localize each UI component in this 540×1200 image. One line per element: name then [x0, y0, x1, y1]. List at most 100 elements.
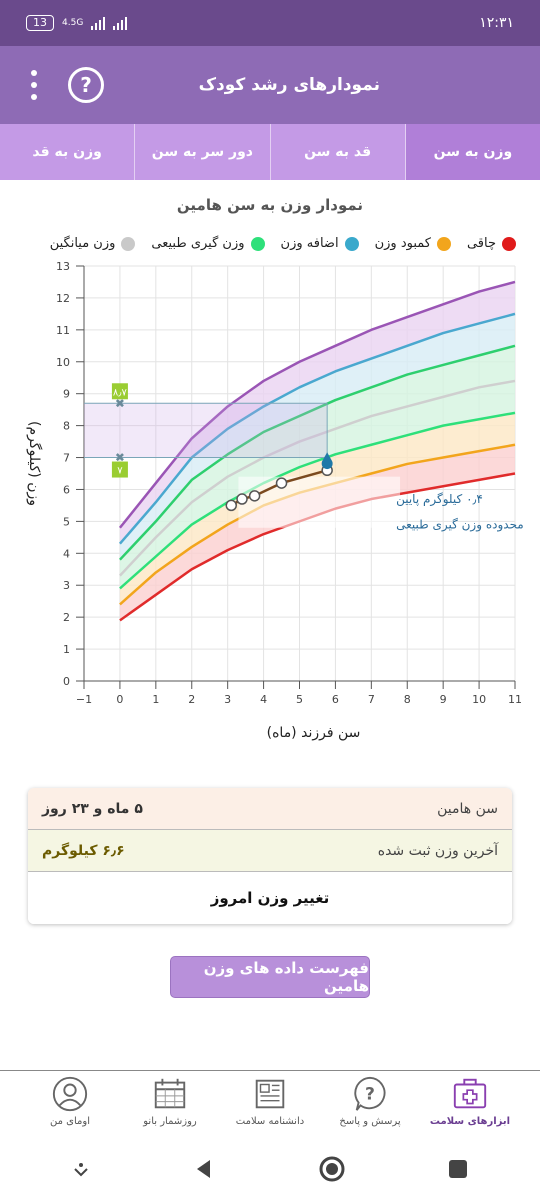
curve-sd0	[119, 379, 516, 577]
chart-legend: چاقی کمبود وزن اضافه وزن وزن گیری طبیعی …	[50, 236, 516, 251]
change-weight-button[interactable]: تغییر وزن امروز	[28, 872, 512, 924]
signal-icon	[91, 16, 106, 30]
tab-weight-for-height[interactable]: وزن به قد	[0, 124, 136, 180]
curve-sd1	[119, 344, 516, 561]
nav-profile-label: اومای من	[50, 1116, 90, 1127]
x-tick-label: 2	[188, 693, 195, 706]
x-tick-label: 6	[332, 693, 339, 706]
x-tick-label: 8	[404, 693, 411, 706]
nav-encyclopedia[interactable]: دانشنامه سلامت	[225, 1075, 315, 1127]
nav-qa-label: پرسش و پاسخ	[339, 1116, 401, 1127]
x-tick-label: 3	[224, 693, 231, 706]
y-tick-label: 5	[63, 515, 70, 528]
child-weight-point	[236, 493, 248, 505]
legend-normal: وزن گیری طبیعی	[151, 236, 265, 251]
legend-normal-label: وزن گیری طبیعی	[151, 236, 245, 251]
legend-average-label: وزن میانگین	[49, 236, 116, 251]
question-icon[interactable]: ?	[68, 67, 104, 103]
child-weight-point	[225, 499, 238, 512]
bottom-nav: اومای من روزشمار بانو دانشنامه سلامت ?	[0, 1070, 540, 1138]
reference-badge	[111, 461, 128, 478]
tab-height-for-age[interactable]: قد به سن	[271, 124, 406, 180]
nav-calendar[interactable]: روزشمار بانو	[125, 1075, 215, 1127]
curve-sd2	[118, 312, 516, 545]
page-title: نمودارهای رشد کودک	[198, 75, 380, 95]
legend-overweight-label: اضافه وزن	[280, 236, 339, 251]
curve-sdm1	[119, 411, 516, 590]
status-left: 13 4.5G	[26, 15, 128, 31]
y-tick-label: 2	[63, 611, 70, 624]
curve-sd3	[118, 280, 516, 529]
battery-indicator: 13	[26, 15, 54, 31]
x-tick-label: 1	[152, 693, 159, 706]
status-bar: 13 4.5G ۱۲:۳۱	[0, 0, 540, 46]
profile-icon	[52, 1076, 88, 1112]
target-range-box	[84, 403, 328, 458]
system-nav-bar	[0, 1138, 540, 1200]
tab-weight-for-age[interactable]: وزن به سن	[405, 124, 540, 180]
legend-obesity-dot	[502, 236, 516, 251]
annotation-box	[238, 476, 401, 528]
legend-underweight-dot	[436, 236, 451, 251]
legend-average: وزن میانگین	[50, 236, 136, 251]
calendar-icon	[154, 1078, 186, 1109]
reference-marker: ✖	[115, 396, 125, 410]
legend-obesity-label: چاقی	[466, 236, 496, 251]
reference-badge-label: ۸٫۷	[113, 387, 128, 398]
weight-label: آخرین وزن ثبت شده	[377, 842, 498, 859]
signal-icon-2	[113, 16, 128, 30]
age-row: سن هامین ۵ ماه و ۲۳ روز	[28, 788, 512, 830]
legend-obesity: چاقی	[467, 236, 516, 251]
y-tick-label: 1	[63, 643, 70, 656]
nav-profile[interactable]: اومای من	[25, 1075, 115, 1127]
back-icon[interactable]	[192, 1157, 216, 1181]
y-tick-label: 10	[56, 356, 70, 369]
annotation-line-2: محدوده وزن گیری طبیعی	[396, 518, 524, 533]
child-weight-point	[275, 477, 288, 489]
y-tick-label: 0	[63, 675, 70, 688]
reference-badge-label: ۷	[117, 466, 123, 477]
network-type: 4.5G	[62, 17, 84, 28]
band-sdm2	[119, 444, 516, 621]
nav-encyclopedia-label: دانشنامه سلامت	[235, 1116, 305, 1127]
tab-head-circumference[interactable]: دور سر به سن	[135, 124, 271, 180]
nav-qa[interactable]: ? پرسش و پاسخ	[325, 1075, 415, 1127]
y-axis-label: وزن (کیلوگرم)	[26, 421, 43, 506]
y-tick-label: 4	[63, 547, 70, 560]
home-icon[interactable]	[318, 1155, 346, 1183]
keyboard-hide-icon[interactable]	[71, 1159, 91, 1179]
health-kit-icon	[453, 1078, 487, 1109]
weight-row: آخرین وزن ثبت شده ۶٫۶ کیلوگرم	[28, 830, 512, 872]
more-vert-icon[interactable]	[24, 70, 44, 100]
x-axis-label: سن فرزند (ماه)	[267, 725, 361, 741]
nav-calendar-label: روزشمار بانو	[143, 1116, 197, 1127]
weight-list-button[interactable]: فهرست داده های وزن هامین	[170, 956, 370, 998]
band-sd0	[119, 380, 516, 589]
legend-underweight: کمبود وزن	[375, 236, 451, 251]
y-tick-label: 3	[63, 579, 70, 592]
x-tick-label: 9	[440, 693, 447, 706]
nav-health-tools-label: ابزارهای سلامت	[429, 1116, 511, 1127]
newspaper-icon	[255, 1079, 285, 1109]
band-sd2	[119, 313, 516, 560]
chart-title: نمودار وزن به سن هامین	[176, 196, 364, 214]
x-tick-label: −1	[76, 693, 92, 706]
y-tick-label: 13	[56, 260, 70, 273]
x-tick-label: 10	[472, 693, 486, 706]
recents-icon[interactable]	[447, 1158, 469, 1180]
y-tick-label: 7	[63, 452, 70, 465]
x-tick-label: 11	[508, 693, 522, 706]
x-tick-label: 7	[368, 693, 375, 706]
app-bar: ? نمودارهای رشد کودک	[0, 46, 540, 124]
x-tick-label: 5	[296, 693, 303, 706]
legend-underweight-label: کمبود وزن	[374, 236, 431, 251]
clock: ۱۲:۳۱	[479, 15, 514, 31]
svg-text:?: ?	[365, 1085, 375, 1105]
nav-health-tools[interactable]: ابزارهای سلامت	[425, 1075, 515, 1127]
current-weight-marker	[321, 452, 333, 470]
reference-marker: ✖	[115, 451, 125, 465]
age-label: سن هامین	[437, 800, 498, 817]
x-tick-label: 4	[260, 693, 267, 706]
weight-value: ۶٫۶ کیلوگرم	[42, 842, 125, 859]
